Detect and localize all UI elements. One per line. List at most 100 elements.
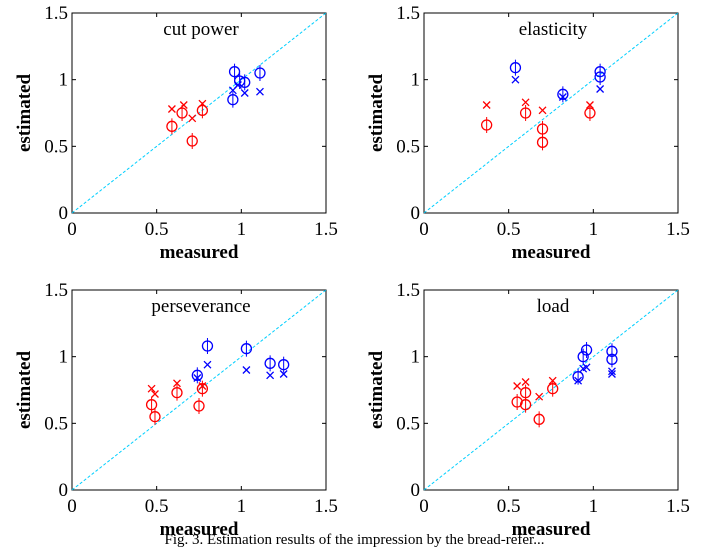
x-tick-label: 0.5 — [497, 496, 521, 517]
x-axis-label: measured — [160, 242, 239, 263]
panel-title: perseverance — [151, 296, 250, 317]
red-cross-point — [513, 382, 522, 390]
x-tick-label: 1 — [237, 496, 247, 517]
y-axis-label: estimated — [14, 74, 35, 153]
panel-title: cut power — [163, 19, 239, 40]
blue-circle-point — [201, 340, 214, 352]
red-cross-point — [538, 106, 547, 115]
scatter-panel-3: 0 0.5 1 1.5 0 0.5 1 1.5 measured estimated perseve… — [14, 280, 338, 540]
blue-cross-point — [242, 366, 251, 374]
y-tick-label: 1 — [59, 347, 69, 368]
red-circle-point — [176, 107, 188, 119]
reference-diagonal-line — [423, 289, 679, 491]
y-axis-label: estimated — [366, 74, 387, 153]
blue-cross-point — [608, 367, 616, 376]
red-circle-point — [196, 383, 209, 395]
y-axis-label: estimated — [366, 351, 387, 430]
x-tick-label: 0.5 — [145, 219, 169, 240]
reference-diagonal-line — [71, 289, 327, 491]
plot-frame — [423, 289, 679, 491]
panel-title: elasticity — [519, 19, 588, 40]
red-cross-point — [173, 379, 181, 388]
blue-cross-point — [193, 374, 202, 382]
blue-circle-point — [191, 369, 203, 381]
plot-frame — [71, 12, 327, 214]
blue-circle-point — [594, 71, 606, 83]
red-circle-point — [547, 383, 559, 395]
x-tick-label: 1.5 — [666, 219, 690, 240]
red-circle-point — [171, 387, 183, 399]
x-tick-label: 0.5 — [497, 219, 521, 240]
y-tick-label: 0.5 — [44, 136, 68, 157]
y-tick-label: 1.5 — [44, 280, 68, 301]
blue-circle-point — [580, 344, 593, 356]
blue-cross-point — [279, 370, 288, 378]
red-cross-point — [482, 101, 491, 109]
y-tick-label: 0 — [411, 480, 421, 501]
y-axis-label: estimated — [14, 351, 35, 430]
y-tick-label: 1.5 — [44, 3, 68, 24]
blue-circle-point — [228, 66, 241, 78]
y-tick-label: 1.5 — [396, 3, 420, 24]
blue-circle-point — [509, 62, 522, 74]
blue-circle-point — [572, 371, 584, 383]
y-tick-label: 1 — [411, 347, 421, 368]
blue-cross-point — [558, 93, 567, 101]
red-circle-point — [166, 120, 178, 132]
y-tick-label: 0 — [59, 480, 69, 501]
red-circle-point — [186, 135, 198, 147]
red-cross-point — [198, 99, 207, 108]
x-tick-label: 0 — [419, 219, 429, 240]
red-cross-point — [548, 376, 557, 385]
scatter-panel-1: 0 0.5 1 1.5 0 0.5 1 1.5 measured estimated cut pow… — [14, 3, 338, 263]
red-circle-point — [533, 413, 545, 425]
x-tick-label: 1.5 — [666, 496, 690, 517]
blue-cross-point — [203, 360, 212, 369]
red-cross-point — [167, 105, 176, 113]
red-cross-point — [521, 98, 530, 107]
red-cross-point — [535, 392, 544, 401]
y-tick-label: 1 — [411, 70, 421, 91]
blue-circle-point — [227, 94, 239, 106]
y-tick-label: 0 — [59, 203, 69, 224]
x-tick-label: 1 — [589, 219, 599, 240]
blue-circle-point — [557, 88, 569, 100]
red-cross-point — [147, 384, 156, 393]
blue-circle-point — [264, 357, 276, 369]
x-tick-label: 1 — [589, 496, 599, 517]
blue-circle-point — [577, 351, 589, 363]
x-axis-label: measured — [512, 242, 591, 263]
y-tick-label: 0.5 — [396, 136, 420, 157]
red-cross-point — [521, 378, 530, 386]
plot-frame — [423, 12, 679, 214]
red-cross-point — [151, 390, 159, 398]
red-circle-point — [149, 411, 161, 423]
blue-cross-point — [582, 363, 591, 372]
plot-frame — [71, 289, 327, 491]
x-tick-label: 0 — [419, 496, 429, 517]
x-tick-label: 1.5 — [314, 496, 338, 517]
x-tick-label: 0 — [67, 219, 77, 240]
blue-cross-point — [596, 85, 605, 93]
red-circle-point — [519, 399, 532, 411]
figure-caption: Fig. 3. Estimation results of the impres… — [164, 532, 545, 548]
x-tick-label: 0.5 — [145, 496, 169, 517]
x-axis-label: measured — [160, 519, 239, 540]
blue-circle-point — [606, 353, 618, 365]
red-cross-point — [585, 101, 594, 109]
scatter-panel-2: 0 0.5 1 1.5 0 0.5 1 1.5 measured estimated elastic… — [366, 3, 690, 263]
red-circle-point — [193, 400, 205, 412]
red-cross-point — [188, 114, 197, 123]
x-axis-label: measured — [512, 519, 591, 540]
blue-cross-point — [233, 81, 242, 89]
panel-title: load — [537, 296, 570, 317]
red-circle-point — [536, 136, 549, 148]
x-tick-label: 1 — [237, 219, 247, 240]
red-circle-point — [584, 107, 596, 119]
blue-circle-point — [240, 343, 253, 355]
blue-cross-point — [608, 370, 616, 378]
scatter-panel-4: 0 0.5 1 1.5 0 0.5 1 1.5 measured estimated load — [366, 280, 690, 540]
x-tick-label: 0 — [67, 496, 77, 517]
reference-diagonal-line — [423, 12, 679, 214]
